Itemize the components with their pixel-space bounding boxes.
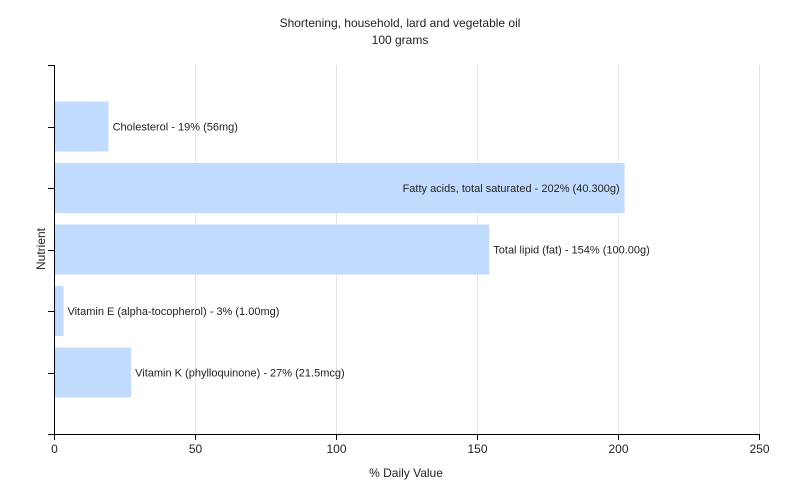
x-axis-label: % Daily Value [369, 466, 443, 480]
data-label: Total lipid (fat) - 154% (100.00g) [493, 245, 650, 257]
x-tick-label: 200 [608, 442, 628, 456]
bar [55, 224, 490, 275]
bar [55, 286, 64, 336]
axes: 0 50 100 150 200 250 [48, 65, 770, 456]
x-tick-label: 250 [749, 442, 769, 456]
bars: Cholesterol - 19% (56mg) Fatty acids, tot… [55, 101, 650, 398]
y-axis-label: Nutrient [34, 227, 48, 270]
data-label: Vitamin E (alpha-tocopherol) - 3% (1.00m… [67, 306, 279, 318]
chart-subtitle: 100 grams [372, 33, 429, 47]
x-tick-label: 150 [467, 442, 487, 456]
data-label: Cholesterol - 19% (56mg) [113, 122, 238, 134]
x-tick-label: 50 [189, 442, 203, 456]
chart-title: Shortening, household, lard and vegetabl… [280, 16, 521, 30]
x-tick-label: 0 [51, 442, 58, 456]
data-label: Vitamin K (phylloquinone) - 27% (21.5mcg… [135, 368, 345, 380]
bar [55, 163, 625, 213]
bar [55, 101, 109, 152]
x-tick-label: 100 [326, 442, 346, 456]
data-label: Fatty acids, total saturated - 202% (40.… [403, 183, 620, 195]
bar [55, 347, 132, 398]
